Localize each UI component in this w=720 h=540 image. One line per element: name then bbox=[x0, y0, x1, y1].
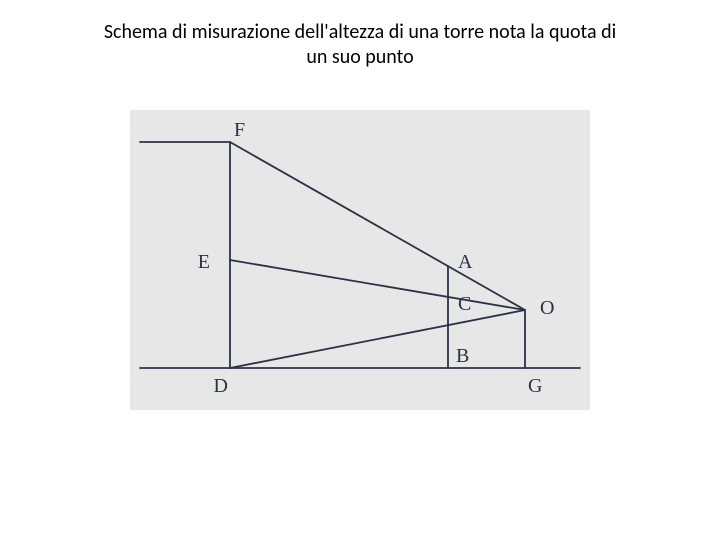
figure-container: F E D AC B O G bbox=[130, 110, 590, 410]
title-line-2: un suo punto bbox=[306, 45, 413, 69]
point-label-d: D bbox=[214, 375, 228, 397]
slide-title: Schema di misurazione dell'altezza di un… bbox=[40, 20, 680, 70]
point-label-c: C bbox=[458, 293, 471, 315]
title-line-1: Schema di misurazione dell'altezza di un… bbox=[104, 20, 616, 44]
slide: Schema di misurazione dell'altezza di un… bbox=[0, 0, 720, 540]
point-label-a: A bbox=[458, 251, 473, 273]
point-label-b: B bbox=[456, 345, 469, 367]
measurement-diagram: F E D AC B O G bbox=[130, 110, 590, 410]
point-label-e: E bbox=[198, 251, 210, 273]
point-label-o: O bbox=[540, 297, 554, 319]
point-label-f: F bbox=[234, 119, 245, 141]
point-label-g: G bbox=[528, 375, 542, 397]
